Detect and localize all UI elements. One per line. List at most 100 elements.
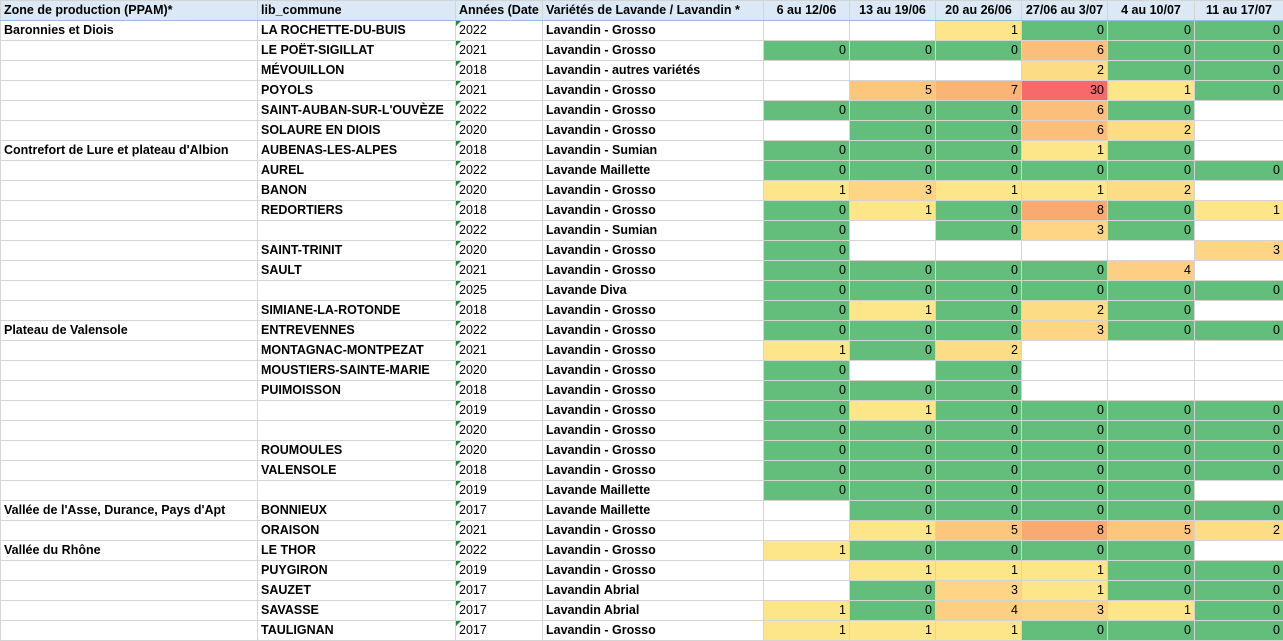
commune-cell[interactable]: POYOLS (258, 81, 456, 101)
zone-cell[interactable] (1, 201, 258, 221)
variety-cell[interactable]: Lavandin - Grosso (543, 461, 764, 481)
week-value-cell[interactable] (1108, 361, 1195, 381)
header-week-4[interactable]: 27/06 au 3/07 (1022, 1, 1108, 21)
commune-cell[interactable]: SAULT (258, 261, 456, 281)
commune-cell[interactable]: LE THOR (258, 541, 456, 561)
variety-cell[interactable]: Lavandin - Grosso (543, 541, 764, 561)
week-value-cell[interactable]: 6 (1022, 121, 1108, 141)
week-value-cell[interactable]: 0 (850, 321, 936, 341)
week-value-cell[interactable]: 1 (936, 561, 1022, 581)
variety-cell[interactable]: Lavandin - Grosso (543, 241, 764, 261)
week-value-cell[interactable]: 1 (1022, 181, 1108, 201)
week-value-cell[interactable]: 0 (1195, 401, 1283, 421)
week-value-cell[interactable]: 1 (850, 561, 936, 581)
week-value-cell[interactable]: 0 (1108, 161, 1195, 181)
week-value-cell[interactable]: 2 (1108, 121, 1195, 141)
variety-cell[interactable]: Lavande Maillette (543, 161, 764, 181)
variety-cell[interactable]: Lavandin - Grosso (543, 361, 764, 381)
commune-cell[interactable]: ENTREVENNES (258, 321, 456, 341)
week-value-cell[interactable]: 0 (764, 301, 850, 321)
commune-cell[interactable] (258, 421, 456, 441)
variety-cell[interactable]: Lavandin - Grosso (543, 261, 764, 281)
variety-cell[interactable]: Lavandin - Grosso (543, 341, 764, 361)
week-value-cell[interactable]: 0 (850, 461, 936, 481)
week-value-cell[interactable]: 0 (936, 101, 1022, 121)
week-value-cell[interactable]: 0 (850, 601, 936, 621)
year-cell[interactable]: 2019 (456, 481, 543, 501)
variety-cell[interactable]: Lavandin - autres variétés (543, 61, 764, 81)
commune-cell[interactable]: PUIMOISSON (258, 381, 456, 401)
header-week-3[interactable]: 20 au 26/06 (936, 1, 1022, 21)
week-value-cell[interactable] (1195, 101, 1283, 121)
zone-cell[interactable] (1, 81, 258, 101)
week-value-cell[interactable] (764, 61, 850, 81)
week-value-cell[interactable]: 0 (1108, 561, 1195, 581)
week-value-cell[interactable]: 0 (850, 581, 936, 601)
commune-cell[interactable]: MOUSTIERS-SAINTE-MARIE (258, 361, 456, 381)
week-value-cell[interactable]: 3 (1022, 321, 1108, 341)
week-value-cell[interactable]: 0 (936, 401, 1022, 421)
variety-cell[interactable]: Lavandin - Grosso (543, 321, 764, 341)
week-value-cell[interactable]: 0 (1195, 601, 1283, 621)
zone-cell[interactable] (1, 281, 258, 301)
year-cell[interactable]: 2018 (456, 201, 543, 221)
week-value-cell[interactable]: 0 (1195, 421, 1283, 441)
week-value-cell[interactable]: 0 (850, 141, 936, 161)
week-value-cell[interactable]: 1 (1108, 81, 1195, 101)
commune-cell[interactable]: AUBENAS-LES-ALPES (258, 141, 456, 161)
week-value-cell[interactable]: 0 (1108, 581, 1195, 601)
year-cell[interactable]: 2020 (456, 241, 543, 261)
week-value-cell[interactable]: 0 (936, 161, 1022, 181)
week-value-cell[interactable]: 5 (936, 521, 1022, 541)
week-value-cell[interactable]: 0 (936, 281, 1022, 301)
year-cell[interactable]: 2021 (456, 261, 543, 281)
week-value-cell[interactable] (1022, 361, 1108, 381)
week-value-cell[interactable]: 0 (850, 541, 936, 561)
year-cell[interactable]: 2021 (456, 81, 543, 101)
week-value-cell[interactable] (850, 21, 936, 41)
variety-cell[interactable]: Lavandin - Grosso (543, 41, 764, 61)
week-value-cell[interactable]: 0 (850, 101, 936, 121)
week-value-cell[interactable]: 0 (1022, 441, 1108, 461)
week-value-cell[interactable]: 0 (850, 161, 936, 181)
year-cell[interactable]: 2020 (456, 361, 543, 381)
week-value-cell[interactable] (764, 501, 850, 521)
week-value-cell[interactable] (764, 581, 850, 601)
week-value-cell[interactable]: 0 (1108, 201, 1195, 221)
week-value-cell[interactable]: 7 (936, 81, 1022, 101)
header-zone[interactable]: Zone de production (PPAM)* (1, 1, 258, 21)
zone-cell[interactable] (1, 241, 258, 261)
zone-cell[interactable] (1, 461, 258, 481)
commune-cell[interactable]: AUREL (258, 161, 456, 181)
week-value-cell[interactable]: 0 (1108, 221, 1195, 241)
week-value-cell[interactable] (936, 241, 1022, 261)
commune-cell[interactable]: SIMIANE-LA-ROTONDE (258, 301, 456, 321)
week-value-cell[interactable]: 0 (936, 441, 1022, 461)
week-value-cell[interactable]: 1 (764, 181, 850, 201)
variety-cell[interactable]: Lavandin - Grosso (543, 181, 764, 201)
commune-cell[interactable]: MÉVOUILLON (258, 61, 456, 81)
year-cell[interactable]: 2018 (456, 381, 543, 401)
commune-cell[interactable]: ROUMOULES (258, 441, 456, 461)
commune-cell[interactable]: SAINT-AUBAN-SUR-L'OUVÈZE (258, 101, 456, 121)
week-value-cell[interactable]: 0 (936, 541, 1022, 561)
variety-cell[interactable]: Lavandin - Sumian (543, 221, 764, 241)
zone-cell[interactable] (1, 221, 258, 241)
variety-cell[interactable]: Lavandin - Grosso (543, 301, 764, 321)
week-value-cell[interactable]: 0 (1108, 41, 1195, 61)
week-value-cell[interactable]: 0 (936, 461, 1022, 481)
year-cell[interactable]: 2022 (456, 101, 543, 121)
variety-cell[interactable]: Lavandin - Grosso (543, 421, 764, 441)
variety-cell[interactable]: Lavandin - Grosso (543, 621, 764, 641)
commune-cell[interactable]: BANON (258, 181, 456, 201)
week-value-cell[interactable]: 0 (764, 481, 850, 501)
header-week-1[interactable]: 6 au 12/06 (764, 1, 850, 21)
week-value-cell[interactable] (1195, 481, 1283, 501)
week-value-cell[interactable]: 0 (936, 261, 1022, 281)
variety-cell[interactable]: Lavandin Abrial (543, 601, 764, 621)
week-value-cell[interactable]: 2 (1195, 521, 1283, 541)
week-value-cell[interactable]: 0 (1108, 321, 1195, 341)
week-value-cell[interactable]: 1 (936, 21, 1022, 41)
year-cell[interactable]: 2025 (456, 281, 543, 301)
week-value-cell[interactable]: 0 (936, 421, 1022, 441)
